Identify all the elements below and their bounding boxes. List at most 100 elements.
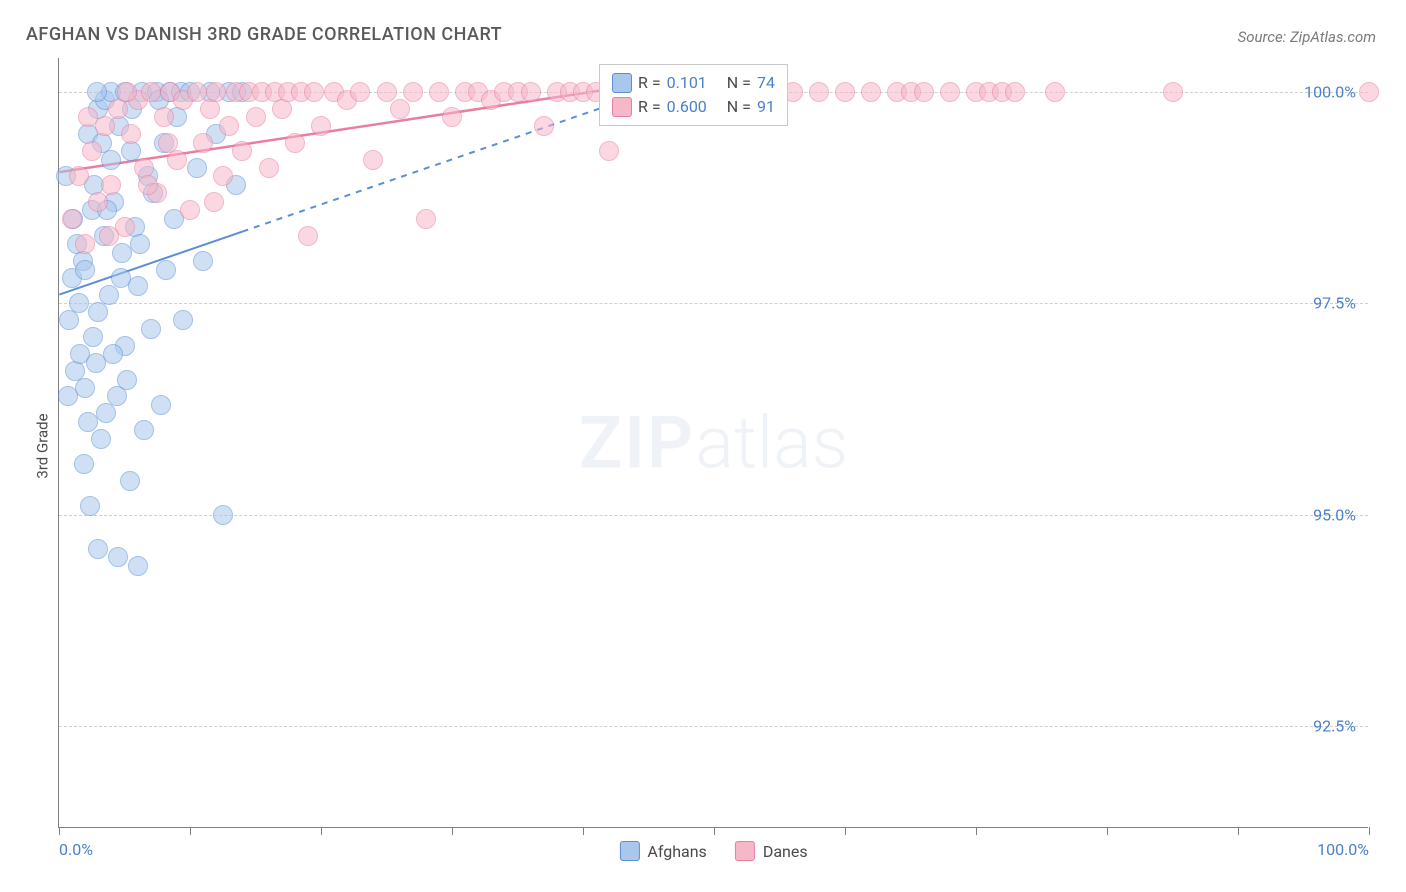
legend-r-label: R = — [638, 71, 661, 95]
scatter-point — [99, 285, 119, 305]
scatter-point — [193, 133, 213, 153]
scatter-point — [204, 192, 224, 212]
scatter-point — [130, 234, 150, 254]
source-name: ZipAtlas.com — [1290, 28, 1376, 46]
legend-r-value: 0.600 — [667, 95, 707, 119]
scatter-point — [58, 386, 78, 406]
scatter-point — [62, 209, 82, 229]
scatter-point — [232, 141, 252, 161]
scatter-point — [521, 82, 541, 102]
gridline — [59, 726, 1368, 727]
x-tick-label: 100.0% — [1317, 840, 1369, 859]
series-name: Afghans — [647, 842, 706, 861]
scatter-point — [304, 82, 324, 102]
scatter-point — [75, 260, 95, 280]
scatter-point — [940, 82, 960, 102]
scatter-point — [101, 175, 121, 195]
legend-r-label: R = — [638, 95, 661, 119]
legend-n-label: N = — [727, 71, 751, 95]
correlation-legend: R =0.101N =74R =0.600N =91 — [599, 64, 788, 126]
legend-swatch — [735, 841, 755, 861]
watermark-zip: ZIP — [579, 400, 695, 485]
x-tick — [1238, 827, 1239, 835]
x-tick — [321, 827, 322, 835]
scatter-point — [311, 116, 331, 136]
scatter-point — [128, 276, 148, 296]
watermark: ZIPatlas — [579, 400, 849, 485]
scatter-point — [403, 82, 423, 102]
legend-r-value: 0.101 — [667, 71, 707, 95]
scatter-point — [141, 82, 161, 102]
scatter-point — [120, 471, 140, 491]
scatter-point — [95, 116, 115, 136]
y-tick-label: 95.0% — [1313, 505, 1356, 524]
scatter-point — [101, 150, 121, 170]
scatter-point — [534, 116, 554, 136]
scatter-point — [167, 150, 187, 170]
scatter-point — [88, 302, 108, 322]
scatter-point — [416, 209, 436, 229]
scatter-point — [121, 124, 141, 144]
scatter-point — [350, 82, 370, 102]
scatter-point — [99, 226, 119, 246]
scatter-point — [809, 82, 829, 102]
scatter-point — [213, 166, 233, 186]
x-tick — [190, 827, 191, 835]
x-tick — [59, 827, 60, 835]
scatter-point — [117, 370, 137, 390]
scatter-point — [134, 420, 154, 440]
x-tick — [976, 827, 977, 835]
scatter-point — [213, 505, 233, 525]
scatter-point — [219, 116, 239, 136]
legend-n-value: 74 — [757, 71, 775, 95]
series-legend-item: Danes — [735, 841, 808, 861]
scatter-point — [180, 200, 200, 220]
scatter-point — [377, 82, 397, 102]
scatter-point — [112, 243, 132, 263]
scatter-point — [158, 133, 178, 153]
scatter-point — [91, 429, 111, 449]
scatter-point — [111, 268, 131, 288]
scatter-point — [390, 99, 410, 119]
scatter-point — [69, 166, 89, 186]
scatter-point — [246, 107, 266, 127]
scatter-point — [1005, 82, 1025, 102]
scatter-point — [156, 260, 176, 280]
y-tick-label: 100.0% — [1304, 82, 1356, 101]
source-attribution: Source: ZipAtlas.com — [1238, 28, 1376, 46]
scatter-point — [78, 412, 98, 432]
scatter-point — [206, 82, 226, 102]
series-legend: Afghans Danes — [619, 841, 807, 861]
scatter-point — [69, 293, 89, 313]
scatter-point — [83, 327, 103, 347]
scatter-point — [88, 192, 108, 212]
scatter-point — [87, 82, 107, 102]
scatter-point — [429, 82, 449, 102]
scatter-point — [173, 310, 193, 330]
y-axis-label: 3rd Grade — [34, 413, 52, 478]
x-tick-label: 0.0% — [59, 840, 93, 859]
scatter-point — [363, 150, 383, 170]
scatter-point — [151, 395, 171, 415]
scatter-point — [1359, 82, 1379, 102]
scatter-point — [187, 158, 207, 178]
y-tick-label: 92.5% — [1313, 717, 1356, 736]
chart-container: AFGHAN VS DANISH 3RD GRADE CORRELATION C… — [0, 0, 1406, 892]
x-tick — [1369, 827, 1370, 835]
scatter-point — [285, 133, 305, 153]
scatter-point — [1163, 82, 1183, 102]
scatter-point — [141, 319, 161, 339]
scatter-point — [599, 141, 619, 161]
legend-swatch — [619, 841, 639, 861]
scatter-point — [88, 539, 108, 559]
scatter-point — [117, 82, 137, 102]
scatter-point — [914, 82, 934, 102]
scatter-point — [108, 547, 128, 567]
gridline — [59, 303, 1368, 304]
scatter-point — [103, 344, 123, 364]
scatter-point — [442, 107, 462, 127]
series-name: Danes — [763, 842, 808, 861]
scatter-point — [835, 82, 855, 102]
scatter-point — [259, 158, 279, 178]
trendlines-svg — [59, 58, 1368, 827]
